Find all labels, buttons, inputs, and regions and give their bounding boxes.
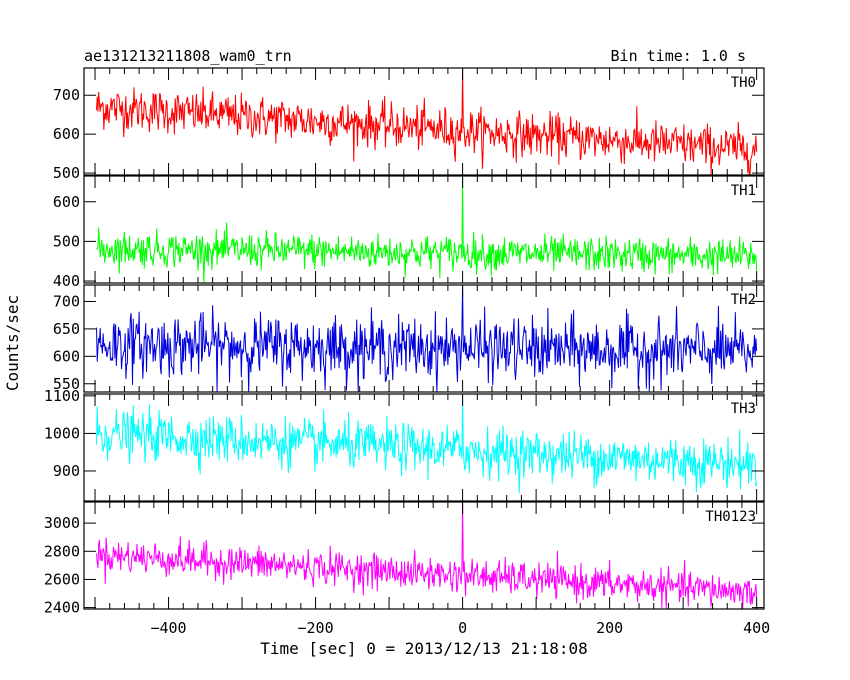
panel-th0123: 2400 2600 2800 3000 TH0123 [44,501,765,617]
panel-frame [83,67,765,176]
y-tick-label: 500 [53,164,80,182]
series-line-th1 [96,175,758,284]
panel-frame [83,393,765,502]
panel-label: TH1 [731,183,756,199]
y-tick-label: 500 [53,232,80,250]
y-tick-label: 400 [53,272,80,290]
y-tick-label: 1000 [44,424,80,442]
x-axis-label: Time [sec] 0 = 2013/12/13 21:18:08 [260,639,588,658]
series-line-th0123 [96,501,758,610]
panel-th1: 400 500 600 TH1 [53,175,765,290]
x-tick-label: 200 [596,619,623,637]
x-tick-label: −400 [150,619,186,637]
panels-group: 500 600 700 TH0 400 500 600 TH1 550 600 650 700 TH2 9… [44,67,770,637]
y-tick-label: 650 [53,320,80,338]
y-tick-label: 600 [53,193,80,211]
y-tick-label: 2400 [44,599,80,617]
panel-frame [83,284,765,393]
y-tick-label: 2600 [44,570,80,588]
x-tick-label: 400 [743,619,770,637]
panel-label: TH0 [731,75,756,91]
panel-label: TH2 [731,292,756,308]
x-tick-label: 0 [458,619,467,637]
y-tick-label: 2800 [44,542,80,560]
panel-th2: 550 600 650 700 TH2 [53,284,765,393]
y-tick-label: 700 [53,292,80,310]
series-line-th2 [96,284,758,393]
y-axis-label: Counts/sec [3,295,22,391]
panel-th0: 500 600 700 TH0 [53,67,765,182]
panel-label: TH3 [731,401,756,417]
y-tick-label: 550 [53,375,80,393]
series-line-th0 [96,67,758,177]
y-tick-label: 3000 [44,514,80,532]
y-tick-label: 900 [53,462,80,480]
panel-th3: 900 1000 1100 TH3 [44,387,765,502]
y-tick-label: 600 [53,347,80,365]
bin-time-label: Bin time: 1.0 s [611,47,746,65]
x-tick-label: −200 [298,619,334,637]
chart-title: ae131213211808_wam0_trn [84,47,292,65]
y-tick-label: 600 [53,125,80,143]
panel-label: TH0123 [705,509,756,525]
series-line-th3 [96,395,758,494]
panel-frame [83,501,765,610]
y-tick-label: 1100 [44,387,80,405]
panel-frame [83,175,765,284]
y-tick-label: 700 [53,86,80,104]
